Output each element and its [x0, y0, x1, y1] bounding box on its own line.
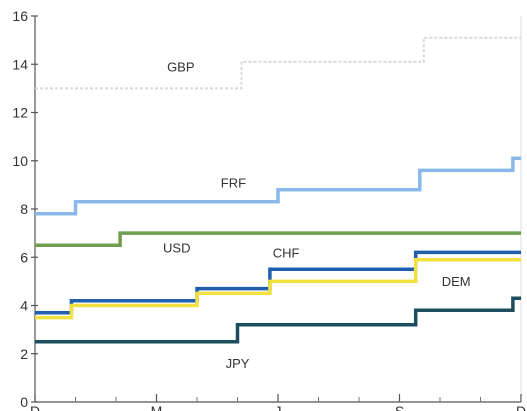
series-line-gbp — [35, 36, 521, 90]
series-lines — [35, 36, 521, 344]
series-label-frf: FRF — [221, 175, 246, 190]
series-label-chf: CHF — [273, 245, 300, 260]
series-label-usd: USD — [163, 240, 190, 255]
x-tick-label: M — [151, 403, 163, 411]
y-tick-label: 12 — [12, 105, 28, 121]
series-label-dem: DEM — [442, 274, 471, 289]
y-tick-label: 6 — [20, 249, 28, 265]
y-tick-label: 16 — [12, 8, 28, 24]
series-line-usd — [35, 231, 521, 247]
series-label-gbp: GBP — [167, 59, 194, 74]
series-label-jpy: JPY — [226, 356, 250, 371]
series-labels: GBP FRF USD CHF DEM JPY — [163, 59, 471, 371]
y-ticks: 0 2 4 6 8 10 12 14 16 — [12, 8, 38, 410]
x-tick-label: D — [30, 403, 40, 411]
y-tick-label: 10 — [12, 153, 28, 169]
y-tick-label: 4 — [20, 298, 28, 314]
series-line-frf — [35, 156, 521, 216]
series-line-jpy — [35, 296, 521, 344]
y-tick-label: 0 — [20, 394, 28, 410]
x-tick-label: D — [516, 403, 526, 411]
x-tick-label: J — [275, 403, 282, 411]
series-line-dem — [35, 257, 521, 320]
y-tick-label: 2 — [20, 346, 28, 362]
plot-axes — [34, 16, 522, 403]
y-tick-label: 8 — [20, 201, 28, 217]
x-tick-label: S — [395, 403, 404, 411]
y-tick-label: 14 — [12, 56, 28, 72]
